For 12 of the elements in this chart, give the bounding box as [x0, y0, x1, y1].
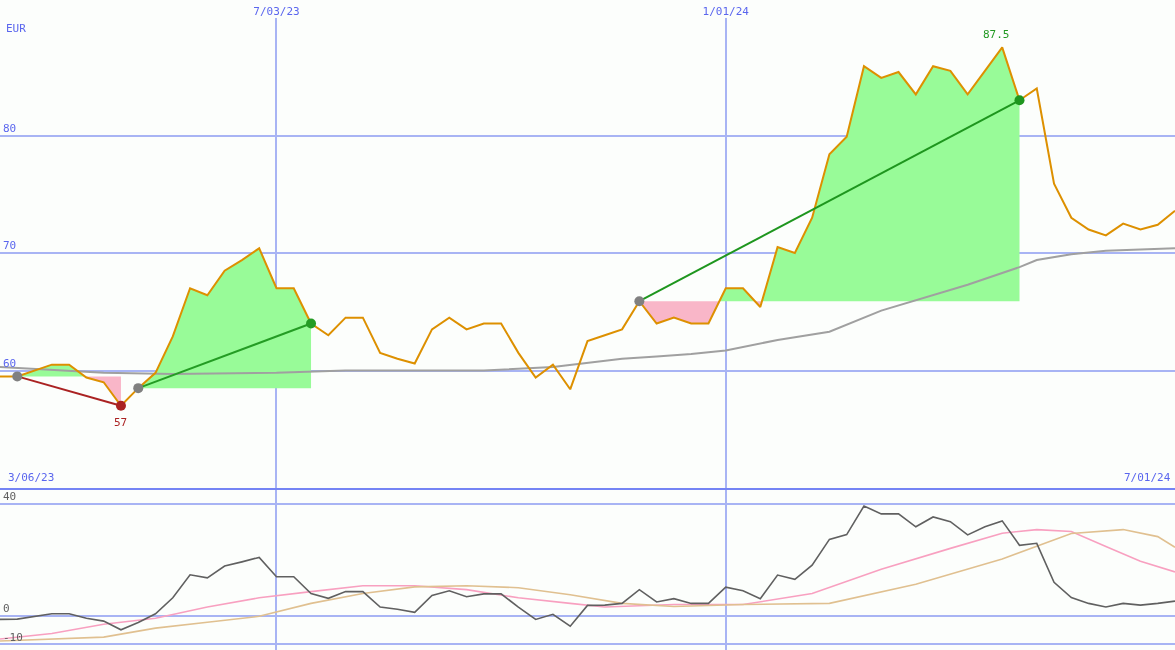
- annotation: 57: [114, 416, 128, 429]
- x-tick-label: 1/01/24: [702, 4, 750, 18]
- annotation: 87.5: [983, 28, 1010, 41]
- y-tick-label: 0: [3, 602, 10, 616]
- annotation: 7/01/24: [1124, 471, 1171, 484]
- y-tick-label: 80: [3, 121, 17, 135]
- y-tick-label: 70: [3, 239, 17, 253]
- annotation: 3/06/23: [8, 471, 55, 484]
- x-tick-label: 7/03/23: [253, 4, 300, 18]
- y-axis-title: EUR: [6, 22, 27, 35]
- y-tick-label: 40: [3, 490, 17, 504]
- y-tick-label: 60: [3, 356, 17, 370]
